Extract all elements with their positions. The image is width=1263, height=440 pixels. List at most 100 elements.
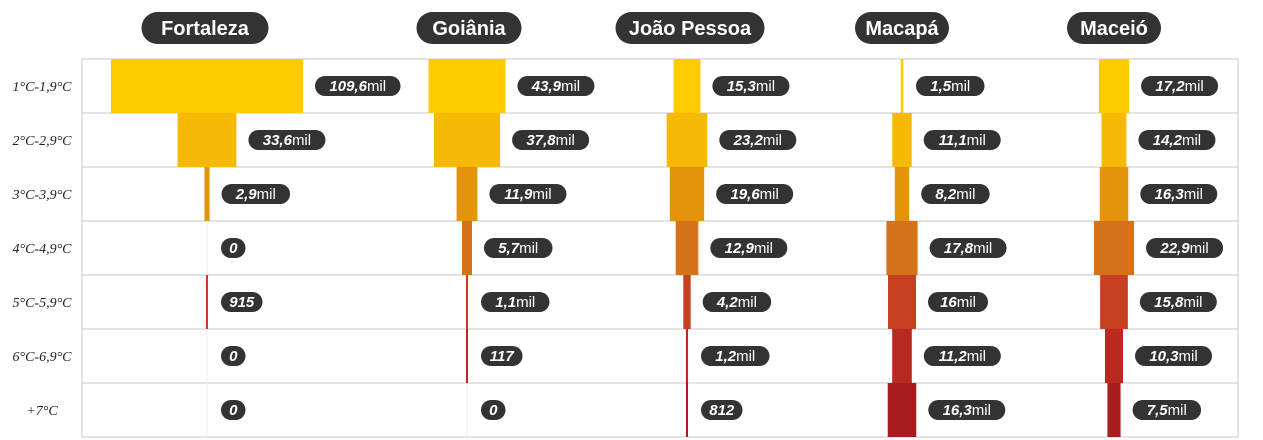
city-header: Macapá	[855, 12, 949, 44]
value-label-pill	[1138, 130, 1216, 150]
value-label-pill	[481, 400, 506, 420]
value-label-pill	[481, 346, 523, 366]
city-header-label: Maceió	[1080, 18, 1148, 40]
value-label: 0	[481, 400, 506, 420]
value-label-pill	[315, 76, 401, 96]
value-label: 11,2mil	[923, 346, 1001, 366]
value-label: 15,8mil	[1139, 292, 1217, 312]
value-label-pill	[916, 76, 985, 96]
value-label-pill	[928, 400, 1006, 420]
value-label-text: 16mil	[940, 294, 976, 311]
value-label-text: 33,6mil	[263, 132, 311, 149]
value-label-pill	[701, 400, 743, 420]
row-label: 6°C-6,9°C	[12, 350, 72, 365]
value-label: 1,2mil	[701, 346, 770, 366]
bar	[666, 113, 708, 167]
value-label: 11,9mil	[489, 184, 567, 204]
value-label-pill	[248, 130, 326, 150]
value-label-text: 23,2mil	[733, 132, 782, 149]
value-label: 12,9mil	[710, 238, 788, 258]
value-label: 37,8mil	[512, 130, 590, 150]
value-label-pill	[716, 184, 794, 204]
value-label: 22,9mil	[1146, 238, 1224, 258]
bar	[456, 167, 478, 221]
value-label: 117	[481, 346, 523, 366]
value-label-text: 15,8mil	[1154, 294, 1202, 311]
value-label-pill	[1135, 346, 1213, 366]
value-label: 33,6mil	[248, 130, 326, 150]
bar	[673, 59, 701, 113]
bar	[685, 329, 689, 383]
value-label: 109,6mil	[315, 76, 401, 96]
value-label: 43,9mil	[517, 76, 595, 96]
value-label-pill	[483, 238, 553, 258]
value-label-text: 1,5mil	[930, 78, 970, 95]
bar	[669, 167, 705, 221]
bar	[892, 113, 912, 167]
value-label: 19,6mil	[716, 184, 794, 204]
value-label-pill	[489, 184, 567, 204]
value-label: 10,3mil	[1135, 346, 1213, 366]
value-label: 16,3mil	[928, 400, 1006, 420]
bar	[894, 167, 910, 221]
value-label-text: 11,1mil	[939, 132, 986, 149]
value-label-text: 16,3mil	[1155, 186, 1203, 203]
bar	[1101, 113, 1127, 167]
value-label: 0	[221, 400, 246, 420]
value-label: 0	[221, 238, 246, 258]
value-label-text: 1,2mil	[715, 348, 755, 365]
value-label-pill	[1146, 238, 1224, 258]
value-label-text: 10,3mil	[1149, 348, 1197, 365]
value-label-text: 11,9mil	[504, 186, 551, 203]
value-label: 1,5mil	[916, 76, 985, 96]
value-label-pill	[221, 184, 291, 204]
value-label-text: 0	[229, 240, 238, 257]
row-label: +7°C	[26, 404, 58, 419]
bar	[887, 275, 917, 329]
bar	[428, 59, 506, 113]
bar	[1100, 275, 1128, 329]
value-label-text: 12,9mil	[725, 240, 773, 257]
value-label: 1,1mil	[481, 292, 550, 312]
city-header-pill	[615, 12, 765, 44]
value-label-pill	[221, 292, 263, 312]
value-label-text: 43,9mil	[531, 78, 580, 95]
value-label-text: 2,9mil	[235, 186, 276, 203]
bar	[900, 59, 904, 113]
value-label-text: 0	[489, 402, 498, 419]
city-header-pill	[1067, 12, 1161, 44]
value-label-text: 19,6mil	[730, 186, 778, 203]
value-label-pill	[221, 346, 246, 366]
city-header-pill	[855, 12, 949, 44]
value-label-pill	[719, 130, 797, 150]
value-label-pill	[1141, 76, 1219, 96]
value-label-pill	[923, 130, 1001, 150]
bar	[204, 167, 210, 221]
bar	[462, 221, 472, 275]
value-label: 11,1mil	[923, 130, 1001, 150]
value-label: 16mil	[928, 292, 989, 312]
value-label-pill	[1140, 184, 1218, 204]
value-label: 0	[221, 346, 246, 366]
bar	[892, 329, 912, 383]
bar	[683, 275, 691, 329]
value-label: 17,8mil	[929, 238, 1007, 258]
bar	[1093, 221, 1135, 275]
value-label-pill	[702, 292, 772, 312]
city-header: Maceió	[1067, 12, 1161, 44]
bar	[1104, 329, 1124, 383]
city-header-label: Macapá	[865, 18, 939, 40]
bar	[686, 383, 688, 437]
value-label-text: 4,2mil	[716, 294, 757, 311]
value-label: 4,2mil	[702, 292, 772, 312]
bar	[887, 383, 917, 437]
value-label-pill	[921, 184, 990, 204]
bar	[466, 275, 468, 329]
value-label-text: 11,2mil	[939, 348, 986, 365]
value-label-pill	[512, 130, 590, 150]
bar	[675, 221, 699, 275]
value-label-text: 17,2mil	[1155, 78, 1203, 95]
value-label-text: 0	[229, 348, 238, 365]
value-label: 15,3mil	[712, 76, 790, 96]
